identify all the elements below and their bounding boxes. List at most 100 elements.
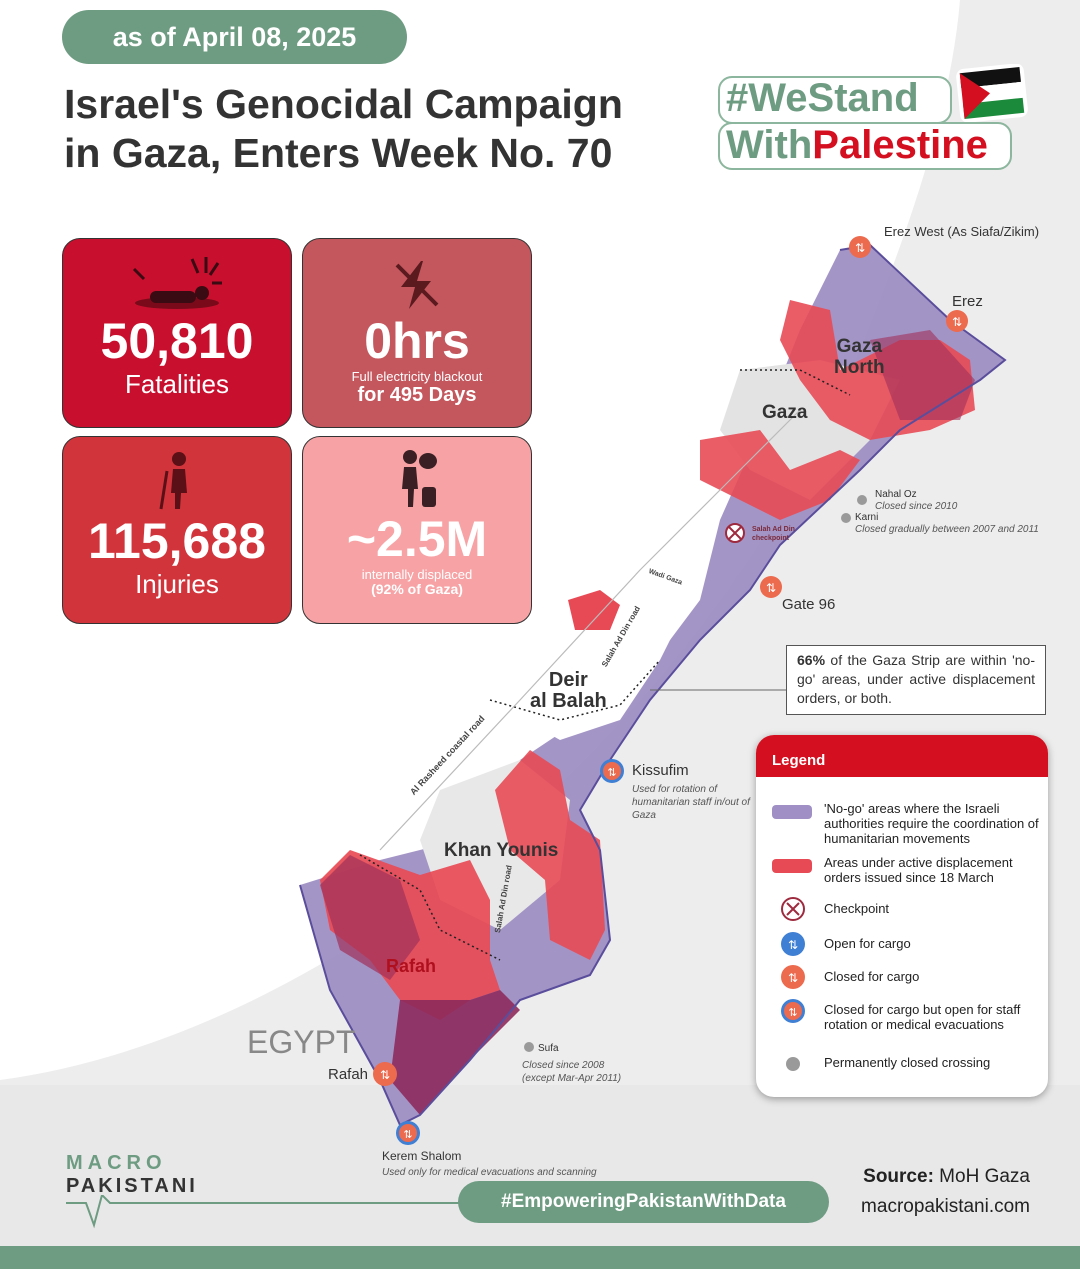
crossing-rafah-icon: ⇅ [373,1062,397,1086]
checkpoint-salah-label: Salah Ad Din checkpoint [752,526,795,542]
displaced-label-2: (92% of Gaza) [371,581,463,597]
closed-cargo-staff-open-icon: ⇅ [781,999,805,1023]
fatalities-value: 50,810 [100,313,254,369]
hashtag-box-2 [718,122,1012,170]
displacement-zone-khan [495,750,605,960]
website-link[interactable]: macropakistani.com [861,1196,1030,1217]
svg-text:⇅: ⇅ [380,1068,390,1082]
title-line-1: Israel's Genocidal Campaign [64,81,623,127]
place-egypt: EGYPT [247,1024,356,1060]
checkpoint-icon [781,897,805,921]
displacement-zone-deir [568,590,620,630]
page-title: Israel's Genocidal Campaign in Gaza, Ent… [64,80,714,178]
palestine-flag-icon [956,64,1028,122]
svg-text:⇅: ⇅ [788,1006,797,1019]
map-legend: Legend 'No-go' areas where the Israeli a… [756,735,1048,1097]
crossing-erez-icon: ⇅ [946,310,968,332]
injured-person-crutch-icon [159,452,187,510]
displaced-person-luggage-icon [402,450,437,507]
date-badge: as of April 08, 2025 [62,10,407,64]
crossing-kerem-icon: ⇅ [396,1121,420,1145]
displaced-label-1: internally displaced [361,567,473,582]
closed-crossing-karni-icon [841,513,851,523]
source-value: MoH Gaza [933,1166,1030,1187]
crossing-karni-label: Karni [855,512,879,523]
lightning-off-icon [395,261,439,309]
place-khan-younis: Khan Younis [444,840,559,861]
displaced-card: ~2.5M internally displaced (92% of Gaza) [302,436,532,624]
brand-logo: MACRO PAKISTANI [66,1152,198,1198]
hashtag-palestine: Palestine [812,123,988,167]
closed-crossing-nahal-oz-icon [857,495,867,505]
fatalities-label: Fatalities [124,369,230,399]
svg-text:⇅: ⇅ [788,971,798,985]
overlap-zone-north [870,330,975,420]
governorate-line-3 [359,854,501,961]
hashtag-with: With [726,123,813,167]
crossing-gate96-icon: ⇅ [760,576,782,598]
source-block: Source: MoH Gaza macropakistani.com [861,1162,1030,1222]
deir-area [490,550,690,740]
legend-item-open-cargo: Open for cargo [824,936,911,951]
legend-title: Legend [756,735,1048,777]
injuries-label: Injuries [135,569,219,599]
place-rafah-city: Rafah [386,956,437,976]
svg-text:⇅: ⇅ [403,1128,412,1141]
svg-text:⇅: ⇅ [855,241,865,255]
injuries-card: 115,688 Injuries [62,436,292,624]
hashtag-line-2: WithPalestine [726,123,988,167]
source-line: Source: MoH Gaza [861,1162,1030,1192]
legend-item-checkpoint: Checkpoint [824,901,890,916]
svg-text:⇅: ⇅ [766,581,776,595]
crossing-karni-note: Closed gradually between 2007 and 2011 [855,524,1039,535]
svg-text:⇅: ⇅ [607,766,616,779]
crossing-erez-label: Erez [952,293,983,310]
brand-line-graphic [66,1195,466,1229]
closed-crossing-sufa-icon [524,1042,534,1052]
road-line [379,409,801,851]
electricity-value: 0hrs [364,313,470,369]
injuries-value: 115,688 [88,513,266,569]
legend-swatch-displacement [772,859,812,873]
crossing-kissufim-note: Used for rotation of humanitarian staff … [632,784,750,821]
overlap-zone-south [390,990,520,1115]
crossing-rafah-label: Rafah [328,1066,369,1083]
info-text: of the Gaza Strip are within 'no-go' are… [797,652,1035,706]
crossing-nahal-oz-label: Nahal Oz [875,489,917,500]
crossing-gate96-label: Gate 96 [782,596,836,613]
electricity-card: 0hrs Full electricity blackout for 495 D… [302,238,532,428]
svg-text:⇅: ⇅ [788,938,798,952]
hashtag-box-1 [718,76,952,124]
crossing-kissufim-icon: ⇅ [600,759,624,783]
crossing-kerem-note: Used only for medical evacuations and sc… [382,1167,597,1178]
hashtag-line-1: #WeStand [726,76,919,120]
crossing-erez-west-icon: ⇅ [849,236,871,258]
brand-line-2: PAKISTANI [66,1175,198,1197]
fallen-person-icon [132,257,222,309]
governorate-line-2 [489,659,661,721]
hashtag-sticker: #WeStand WithPalestine [716,64,1028,170]
electricity-label-2: for 495 Days [357,384,477,406]
brand-line-1: MACRO [66,1152,167,1174]
slogan-badge: #EmpoweringPakistanWithData [458,1181,829,1223]
legend-item-displacement: Areas under active displacement orders i… [824,855,1013,885]
source-label: Source: [863,1166,934,1187]
legend-item-permanently-closed: Permanently closed crossing [824,1055,991,1070]
open-cargo-icon: ⇅ [781,932,805,956]
electricity-label-1: Full electricity blackout [351,369,483,384]
info-percent: 66% [797,652,826,668]
crossing-kissufim-label: Kissufim [632,762,689,779]
fatalities-card: 50,810 Fatalities [62,238,292,428]
crossing-erez-west-label: Erez West (As Siafa/Zikim) [884,224,1040,239]
footer-bar [0,1246,1080,1269]
crossing-kerem-label: Kerem Shalom [382,1149,462,1163]
place-gaza: Gaza [762,402,808,423]
title-line-2: in Gaza, Enters Week No. 70 [64,130,613,176]
closed-crossing-icon [786,1057,800,1071]
crossing-sufa-label: Sufa [538,1043,559,1054]
overlap-zone-rafah [320,855,420,980]
checkpoint-salah-icon [725,523,745,543]
closed-cargo-icon: ⇅ [781,965,805,989]
governorate-line-1 [740,369,851,396]
